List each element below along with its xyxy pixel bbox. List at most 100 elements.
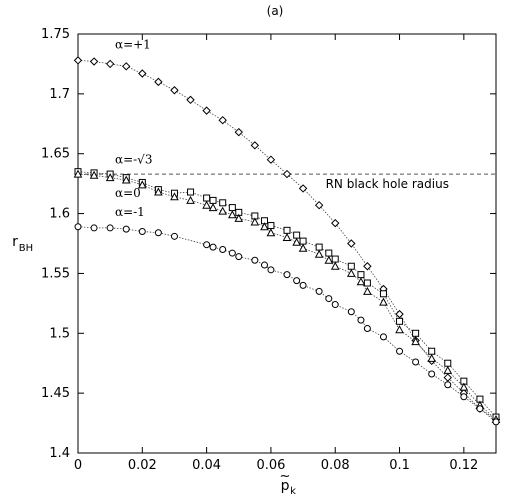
data-point	[282, 232, 292, 242]
x-tick-label: 0.12	[449, 458, 478, 473]
data-point	[346, 268, 356, 277]
data-point	[266, 155, 276, 164]
data-point	[363, 262, 372, 271]
data-point	[443, 365, 453, 374]
data-point	[251, 256, 259, 264]
x-tick-label: 0.1	[389, 458, 410, 473]
plot-frame	[77, 33, 497, 454]
x-axis-label-sub: k	[290, 486, 296, 497]
data-point	[460, 393, 468, 401]
data-point	[219, 199, 227, 207]
data-point	[331, 255, 339, 263]
data-point	[203, 241, 211, 249]
data-point	[260, 261, 268, 269]
data-point	[492, 418, 500, 426]
data-point	[74, 223, 82, 231]
chart-title: (a)	[267, 4, 284, 18]
data-point	[267, 266, 275, 274]
data-point	[219, 245, 227, 253]
data-point	[260, 222, 269, 231]
data-point	[138, 228, 146, 236]
data-point	[379, 333, 387, 341]
y-tick-label: 1.7	[49, 87, 70, 102]
data-point	[106, 224, 114, 232]
data-point	[411, 337, 420, 346]
data-point	[315, 287, 323, 295]
data-point	[356, 277, 366, 286]
reference-line-label: RN black hole radius	[326, 177, 449, 191]
y-tick-label: 1.65	[41, 147, 70, 162]
y-tick-label: 1.55	[41, 266, 70, 281]
data-point	[122, 62, 131, 71]
x-axis-label: ~ p k	[280, 469, 297, 497]
data-point	[315, 243, 323, 251]
data-point	[444, 359, 452, 367]
series-line	[77, 173, 497, 420]
series-annotation: α=+1	[115, 37, 151, 51]
data-point	[105, 59, 115, 69]
data-point	[170, 192, 179, 201]
series-line	[77, 226, 497, 423]
x-tick-label: 0	[74, 458, 82, 473]
y-axis-label-main: r	[12, 234, 18, 250]
data-point	[476, 405, 484, 413]
x-tick-label: 0.06	[256, 458, 285, 473]
data-point	[266, 228, 276, 237]
data-point	[325, 249, 333, 257]
series-annotation: α=-1	[115, 205, 145, 219]
data-point	[90, 224, 98, 232]
data-point	[186, 95, 195, 105]
data-point	[202, 106, 211, 115]
data-point	[357, 316, 365, 324]
data-point	[89, 57, 99, 66]
x-axis-label-tilde: ~	[280, 469, 291, 484]
y-axis-label: r BH	[12, 234, 33, 254]
data-point	[459, 382, 469, 391]
data-point	[137, 180, 147, 189]
data-point	[283, 271, 291, 279]
data-point	[357, 271, 365, 279]
data-point	[73, 169, 83, 178]
data-point	[427, 353, 437, 362]
data-point	[218, 206, 228, 215]
y-axis-label-sub: BH	[19, 243, 33, 254]
data-point	[105, 173, 115, 182]
data-point	[138, 69, 147, 78]
data-point	[314, 200, 324, 210]
data-point	[298, 243, 308, 252]
data-point	[331, 218, 340, 228]
data-point	[293, 277, 301, 285]
data-point	[379, 297, 388, 306]
data-point	[154, 229, 162, 237]
data-point	[228, 204, 236, 212]
data-point	[298, 184, 308, 193]
x-tick-label: 0.08	[321, 458, 350, 473]
data-point	[428, 370, 436, 378]
data-point	[330, 261, 340, 270]
data-point	[228, 249, 236, 257]
data-point	[396, 317, 404, 325]
data-point	[234, 127, 243, 137]
data-point	[186, 195, 195, 204]
data-point	[73, 56, 83, 65]
series-annotation: α=0	[115, 186, 141, 200]
data-point	[325, 295, 333, 303]
data-point	[282, 169, 292, 179]
data-point	[209, 196, 217, 204]
data-point	[235, 253, 243, 261]
series-annotation: α=-√3	[115, 152, 153, 166]
data-point	[331, 301, 339, 309]
x-axis-label-main: p	[281, 478, 290, 494]
data-point	[363, 286, 372, 295]
data-point	[293, 231, 301, 239]
data-point	[395, 325, 404, 334]
y-tick-label: 1.5	[49, 326, 70, 341]
data-point	[170, 232, 178, 240]
data-point	[363, 279, 371, 287]
y-tick-label: 1.75	[41, 27, 70, 42]
y-tick-label: 1.4	[49, 446, 70, 461]
data-point	[444, 381, 452, 389]
data-point	[443, 373, 452, 382]
data-point	[218, 115, 227, 125]
